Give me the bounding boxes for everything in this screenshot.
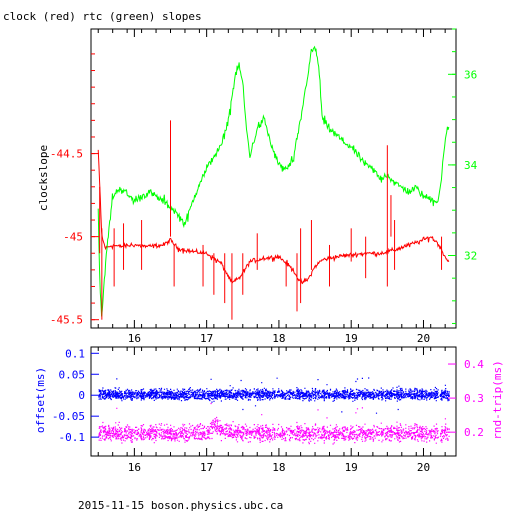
top-right-tick-label: 34	[464, 159, 478, 172]
bottom-x-tick-label: 16	[128, 461, 141, 474]
bottom-ylabel-left: offset(ms)	[34, 367, 47, 433]
bottom-axes-layer: 16 17 18 19 20 0.1 0.05 0 -0.05 -0.1 0.4 0.3 0.2	[52, 347, 484, 474]
bottom-left-tick-label: 0.05	[59, 368, 86, 381]
top-ylabel: clockslope	[37, 145, 50, 211]
bottom-plot-frame	[90, 346, 457, 457]
footer-host-label: 2015-11-15 boson.physics.ubc.ca	[78, 499, 283, 512]
bottom-series-layer	[98, 377, 450, 445]
bottom-x-tick-label: 19	[345, 461, 358, 474]
chart-title: clock (red) rtc (green) slopes	[3, 10, 202, 23]
bottom-x-tick-label: 20	[417, 461, 430, 474]
top-x-tick-label: 17	[200, 332, 213, 345]
top-x-tick-label: 19	[345, 332, 358, 345]
bottom-left-tick-label: 0.1	[65, 347, 85, 360]
bottom-left-tick-label: -0.05	[52, 410, 85, 423]
series-line-clock	[97, 149, 450, 285]
top-x-tick-label: 20	[417, 332, 430, 345]
top-right-tick-label: 32	[464, 250, 477, 263]
bottom-x-tick-label: 18	[272, 461, 285, 474]
scatter-cloud-offset	[98, 377, 450, 414]
bottom-x-tick-label: 17	[200, 461, 213, 474]
bottom-left-tick-label: 0	[78, 389, 85, 402]
bottom-right-tick-label: 0.2	[464, 426, 484, 439]
bottom-right-tick-label: 0.4	[464, 358, 484, 371]
bottom-left-tick-label: -0.1	[59, 431, 86, 444]
top-right-tick-label: 36	[464, 68, 477, 81]
top-left-tick-label: -45.5	[50, 314, 83, 327]
top-series-layer	[97, 45, 450, 320]
top-axes-layer: 16 17 18 19 20 -44.5 -45 -45.5 32 34 36	[50, 28, 478, 345]
bottom-right-tick-label: 0.3	[464, 392, 484, 405]
scatter-cloud-roundtrip	[98, 402, 450, 445]
top-left-tick-label: -45	[63, 231, 83, 244]
bottom-ylabel-right: rnd-trip(ms)	[491, 360, 504, 439]
top-plot-frame	[90, 28, 457, 329]
series-line-rtc	[97, 45, 450, 317]
top-x-tick-label: 16	[128, 332, 141, 345]
top-left-tick-label: -44.5	[50, 148, 83, 161]
top-x-tick-label: 18	[272, 332, 285, 345]
